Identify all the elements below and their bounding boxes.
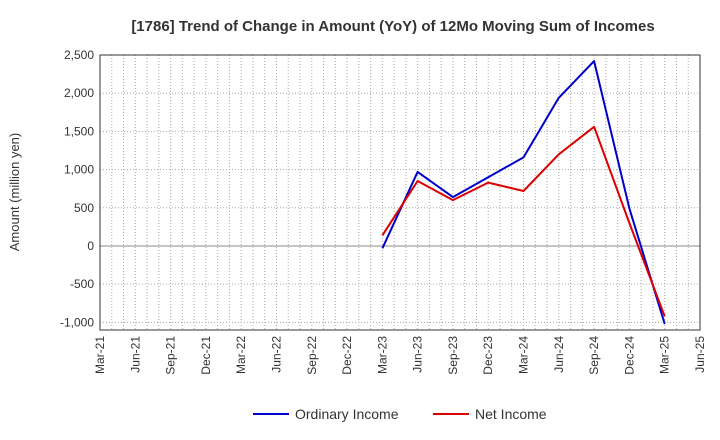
y-tick-label: 2,000 (64, 86, 94, 100)
x-tick-label: Mar-24 (517, 336, 531, 374)
x-tick-label: Jun-22 (269, 336, 283, 373)
x-tick-label: Dec-22 (340, 336, 354, 375)
y-tick-label: -1,000 (60, 315, 94, 329)
x-tick-label: Sep-22 (305, 336, 319, 375)
x-tick-label: Dec-21 (199, 336, 213, 375)
y-axis: 2,500 2,000 1,500 1,000 500 0 -500 -1,000 (60, 48, 94, 329)
y-tick-label: 0 (87, 239, 94, 253)
y-tick-label: 500 (74, 201, 94, 215)
x-tick-label: Sep-23 (446, 336, 460, 375)
series-line (381, 60, 666, 325)
grid (100, 54, 700, 330)
series-group (381, 60, 666, 325)
y-tick-label: -500 (70, 277, 94, 291)
legend: Ordinary Income Net Income (253, 406, 547, 422)
x-tick-label: Dec-23 (481, 336, 495, 375)
legend-label: Net Income (475, 406, 547, 422)
chart-title: [1786] Trend of Change in Amount (YoY) o… (131, 18, 654, 35)
x-axis: Mar-21 Jun-21 Sep-21 Dec-21 Mar-22 Jun-22 Sep-… (93, 336, 707, 375)
x-tick-label: Mar-23 (375, 336, 389, 374)
plot-frame (99, 54, 701, 331)
y-tick-label: 1,500 (64, 124, 94, 138)
x-tick-label: Jun-21 (128, 336, 142, 373)
y-tick-label: 2,500 (64, 48, 94, 62)
x-tick-label: Sep-21 (164, 336, 178, 375)
x-tick-label: Jun-25 (693, 336, 707, 373)
x-tick-label: Jun-23 (411, 336, 425, 373)
x-tick-label: Dec-24 (622, 336, 636, 375)
series-line (381, 125, 666, 317)
x-tick-label: Mar-21 (93, 336, 107, 374)
y-tick-label: 1,000 (64, 163, 94, 177)
x-tick-label: Sep-24 (587, 336, 601, 375)
x-tick-label: Mar-22 (234, 336, 248, 374)
x-tick-label: Jun-24 (552, 336, 566, 373)
legend-label: Ordinary Income (295, 406, 399, 422)
y-axis-title: Amount (million yen) (7, 133, 22, 252)
x-tick-label: Mar-25 (658, 336, 672, 374)
